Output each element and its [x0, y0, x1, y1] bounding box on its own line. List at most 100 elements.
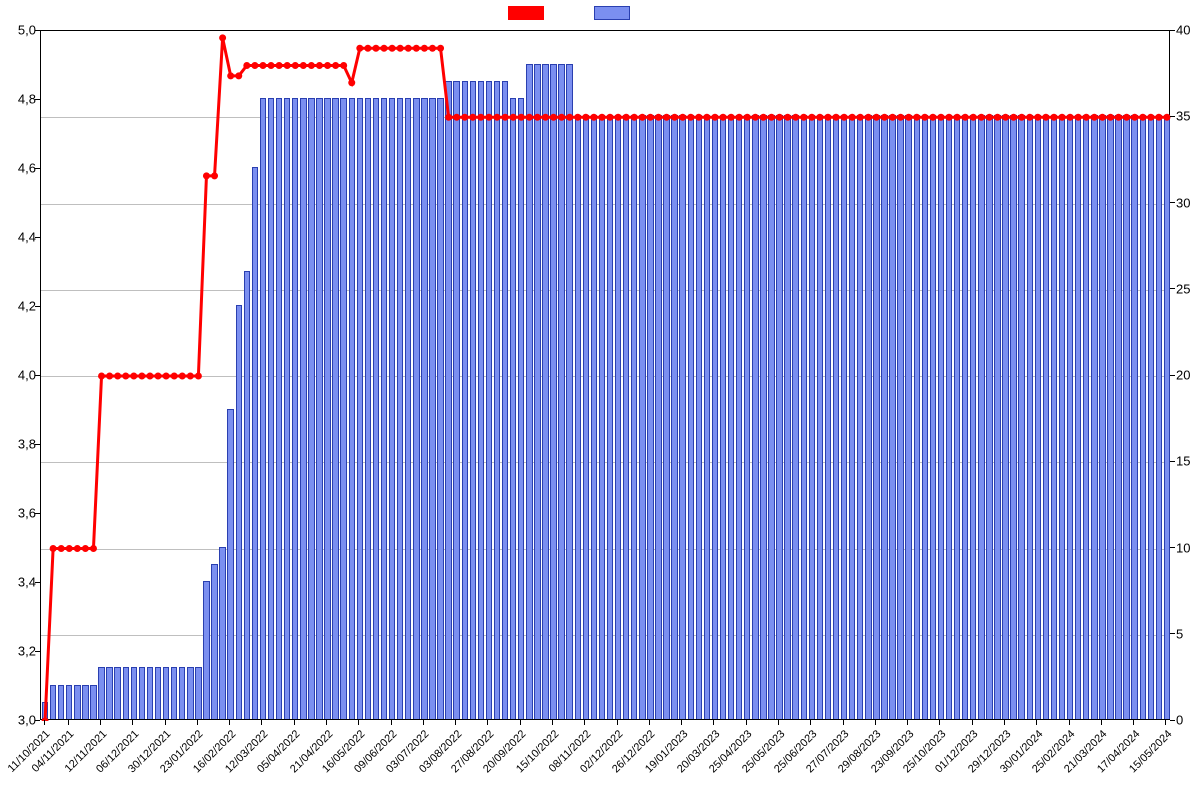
bar: [470, 81, 476, 719]
y-left-label: 4,6: [8, 161, 36, 176]
x-tick: [487, 720, 488, 725]
line-marker: [437, 45, 444, 52]
bar: [106, 667, 112, 719]
line-marker: [316, 62, 323, 69]
bar: [1091, 115, 1097, 719]
bar: [50, 685, 56, 720]
bar: [1059, 115, 1065, 719]
line-marker: [429, 45, 436, 52]
y-right-tick: [1170, 461, 1175, 462]
bar: [340, 98, 346, 719]
bar: [1002, 115, 1008, 719]
x-tick: [165, 720, 166, 725]
y-left-tick: [35, 582, 40, 583]
bar: [873, 115, 879, 719]
bar: [728, 115, 734, 719]
bar: [760, 115, 766, 719]
y-left-tick: [35, 444, 40, 445]
y-left-label: 3,8: [8, 437, 36, 452]
bar: [453, 81, 459, 719]
bar: [131, 667, 137, 719]
bar: [566, 64, 572, 720]
line-marker: [276, 62, 283, 69]
bar: [591, 115, 597, 719]
x-tick: [584, 720, 585, 725]
bar: [1075, 115, 1081, 719]
y-left-label: 3,6: [8, 506, 36, 521]
y-right-tick: [1170, 116, 1175, 117]
x-tick: [423, 720, 424, 725]
x-tick: [552, 720, 553, 725]
bar: [946, 115, 952, 719]
bar: [1156, 115, 1162, 719]
x-tick: [875, 720, 876, 725]
bar: [905, 115, 911, 719]
bar: [462, 81, 468, 719]
legend-line-swatch: [508, 6, 544, 20]
x-tick: [617, 720, 618, 725]
bar: [930, 115, 936, 719]
y-right-tick: [1170, 202, 1175, 203]
bar: [316, 98, 322, 719]
bar: [195, 667, 201, 719]
bar: [397, 98, 403, 719]
bar: [445, 81, 451, 719]
x-tick: [1069, 720, 1070, 725]
y-right-label: 0: [1176, 713, 1183, 728]
bar: [123, 667, 129, 719]
bar: [260, 98, 266, 719]
bar: [42, 702, 48, 719]
bar: [776, 115, 782, 719]
bar: [801, 115, 807, 719]
bar: [203, 581, 209, 719]
bar: [187, 667, 193, 719]
bar: [631, 115, 637, 719]
y-right-label: 40: [1176, 23, 1190, 38]
line-marker: [397, 45, 404, 52]
y-left-tick: [35, 375, 40, 376]
bar: [679, 115, 685, 719]
bar: [792, 115, 798, 719]
bar: [534, 64, 540, 720]
bar: [58, 685, 64, 720]
bar: [639, 115, 645, 719]
x-tick: [294, 720, 295, 725]
y-right-tick: [1170, 375, 1175, 376]
line-marker: [340, 62, 347, 69]
bar: [1051, 115, 1057, 719]
bar: [357, 98, 363, 719]
y-right-tick: [1170, 547, 1175, 548]
plot-area: [40, 30, 1170, 720]
bar: [704, 115, 710, 719]
bar: [583, 115, 589, 719]
x-tick: [907, 720, 908, 725]
y-right-tick: [1170, 30, 1175, 31]
line-marker: [381, 45, 388, 52]
bar: [720, 115, 726, 719]
bar: [857, 115, 863, 719]
x-tick: [44, 720, 45, 725]
bar: [236, 305, 242, 719]
x-tick: [1133, 720, 1134, 725]
y-left-tick: [35, 306, 40, 307]
bar: [1164, 115, 1170, 719]
bar: [817, 115, 823, 719]
y-left-label: 4,0: [8, 368, 36, 383]
line-marker: [292, 62, 299, 69]
line-marker: [251, 62, 258, 69]
bar: [1083, 115, 1089, 719]
x-tick: [391, 720, 392, 725]
y-left-tick: [35, 237, 40, 238]
bar: [542, 64, 548, 720]
line-marker: [235, 72, 242, 79]
bar: [938, 115, 944, 719]
bar: [994, 115, 1000, 719]
bar: [978, 115, 984, 719]
y-left-tick: [35, 651, 40, 652]
bar: [211, 564, 217, 719]
bar: [324, 98, 330, 719]
x-tick: [455, 720, 456, 725]
line-marker: [372, 45, 379, 52]
x-tick: [197, 720, 198, 725]
y-right-label: 5: [1176, 626, 1183, 641]
